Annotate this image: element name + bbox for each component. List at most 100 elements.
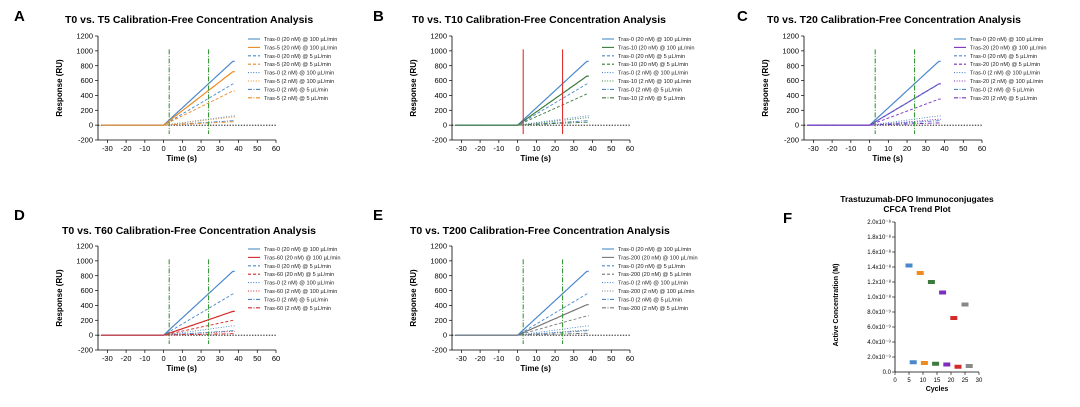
x-tick-label: -30 xyxy=(456,144,467,153)
y-tick-label: 1.6x10⁻⁸ xyxy=(867,249,891,256)
y-tick-label: 200 xyxy=(786,106,799,115)
y-tick-label: -200 xyxy=(784,136,799,145)
series-line-8 xyxy=(455,332,589,336)
y-tick-label: -200 xyxy=(78,346,93,355)
x-tick-label: 20 xyxy=(948,378,955,384)
y-tick-label: 400 xyxy=(80,301,93,310)
legend-entry-5: Tras-0 (2 nM) @ 100 µL/min xyxy=(618,281,688,287)
x-tick-label: 40 xyxy=(940,144,948,153)
series-line-1 xyxy=(455,60,589,126)
y-tick-label: 0.0 xyxy=(883,370,892,376)
y-tick-label: -200 xyxy=(78,136,93,145)
y-tick-label: 400 xyxy=(434,301,447,310)
y-tick-label: 1200 xyxy=(76,32,93,41)
legend-entry-1: Tras-0 (20 nM) @ 100 µL/min xyxy=(264,247,337,253)
x-tick-label: -30 xyxy=(102,354,113,363)
scatter-point-2 xyxy=(909,360,917,365)
legend-entry-4: Tras-20 (20 nM) @ 5 µL/min xyxy=(970,62,1040,68)
y-tick-label: 600 xyxy=(434,286,447,295)
y-tick-label: 200 xyxy=(80,316,93,325)
series-line-3 xyxy=(101,293,235,336)
x-tick-label: -30 xyxy=(102,144,113,153)
series-line-3 xyxy=(807,83,941,126)
y-tick-label: 1000 xyxy=(430,46,447,55)
legend-entry-7: Tras-0 (2 nM) @ 5 µL/min xyxy=(618,297,682,303)
panel-e: E T0 vs. T200 Calibration-Free Concentrat… xyxy=(373,207,698,373)
scatter-point-6 xyxy=(932,361,940,366)
x-tick-label: -10 xyxy=(493,354,504,363)
y-tick-label: 600 xyxy=(80,286,93,295)
y-tick-label: 8.0x10⁻⁹ xyxy=(867,309,891,316)
x-tick-label: 60 xyxy=(626,354,634,363)
x-tick-label: 10 xyxy=(884,144,892,153)
x-tick-label: -10 xyxy=(139,144,150,153)
legend-entry-5: Tras-0 (2 nM) @ 100 µL/min xyxy=(264,281,334,287)
legend-entry-2: Tras-5 (20 nM) @ 100 µL/min xyxy=(264,45,337,51)
x-tick-label: -10 xyxy=(493,144,504,153)
panel-d: D T0 vs. T60 Calibration-Free Concentrati… xyxy=(14,207,340,373)
series-line-8 xyxy=(101,121,235,126)
y-tick-label: 200 xyxy=(434,316,447,325)
series-line-2 xyxy=(455,75,589,126)
legend-entry-1: Tras-0 (20 nM) @ 100 µL/min xyxy=(618,247,691,253)
x-tick-label: 30 xyxy=(216,144,224,153)
panel-label: F xyxy=(783,210,792,227)
legend-entry-3: Tras-0 (20 nM) @ 5 µL/min xyxy=(618,264,685,270)
y-tick-label: 1200 xyxy=(782,32,799,41)
x-axis-label: Cycles xyxy=(926,386,949,393)
legend-entry-3: Tras-0 (20 nM) @ 5 µL/min xyxy=(618,54,685,60)
panel-label: E xyxy=(373,207,383,224)
x-tick-label: 60 xyxy=(272,144,280,153)
y-axis-label: Response (RU) xyxy=(761,59,770,117)
panel-label: B xyxy=(373,8,384,25)
x-tick-label: -30 xyxy=(808,144,819,153)
legend-entry-1: Tras-0 (20 nM) @ 100 µL/min xyxy=(264,37,337,43)
x-tick-label: 40 xyxy=(588,354,596,363)
legend-entry-8: Tras-60 (2 nM) @ 5 µL/min xyxy=(264,306,331,312)
x-tick-label: 30 xyxy=(570,144,578,153)
x-axis-label: Time (s) xyxy=(872,154,903,163)
x-tick-label: 10 xyxy=(532,354,540,363)
series-line-1 xyxy=(101,60,235,126)
legend-entry-4: Tras-5 (20 nM) @ 5 µL/min xyxy=(264,62,331,68)
y-tick-label: 1000 xyxy=(76,46,93,55)
legend-entry-2: Tras-10 (20 nM) @ 100 µL/min xyxy=(618,45,694,51)
scatter-point-4 xyxy=(920,361,928,365)
x-tick-label: 50 xyxy=(959,144,967,153)
x-tick-label: 40 xyxy=(234,354,242,363)
legend-entry-3: Tras-0 (20 nM) @ 5 µL/min xyxy=(264,264,331,270)
scatter-point-7 xyxy=(939,290,947,295)
legend-entry-8: Tras-200 (2 nM) @ 5 µL/min xyxy=(618,306,688,312)
y-axis-label: Response (RU) xyxy=(55,59,64,117)
x-tick-label: -10 xyxy=(845,144,856,153)
y-tick-label: 1200 xyxy=(430,32,447,41)
x-tick-label: 10 xyxy=(532,144,540,153)
x-tick-label: 60 xyxy=(978,144,986,153)
x-tick-label: 60 xyxy=(626,144,634,153)
scatter-point-9 xyxy=(950,316,958,320)
y-tick-label: 0 xyxy=(89,331,93,340)
legend-entry-7: Tras-0 (2 nM) @ 5 µL/min xyxy=(264,297,328,303)
x-tick-label: 50 xyxy=(607,144,615,153)
legend-entry-6: Tras-60 (2 nM) @ 100 µL/min xyxy=(264,289,337,295)
chart-title: T0 vs. T200 Calibration-Free Concentrati… xyxy=(410,225,670,237)
y-tick-label: 200 xyxy=(434,106,447,115)
legend-entry-1: Tras-0 (20 nM) @ 100 µL/min xyxy=(618,37,691,43)
panel-b: B T0 vs. T10 Calibration-Free Concentrati… xyxy=(373,8,694,163)
scatter-point-8 xyxy=(943,362,951,367)
scatter-point-3 xyxy=(916,271,924,275)
x-axis-label: Time (s) xyxy=(520,364,551,373)
y-tick-label: 800 xyxy=(80,61,93,70)
series-line-1 xyxy=(807,60,941,126)
x-tick-label: -20 xyxy=(475,144,486,153)
x-tick-label: 20 xyxy=(551,144,559,153)
series-line-8 xyxy=(807,122,941,126)
legend-entry-2: Tras-60 (20 nM) @ 100 µL/min xyxy=(264,255,340,261)
x-tick-label: 30 xyxy=(922,144,930,153)
y-tick-label: 0 xyxy=(795,121,799,130)
x-tick-label: 30 xyxy=(570,354,578,363)
y-axis-label: Active Concentration (M) xyxy=(833,264,840,347)
y-tick-label: 800 xyxy=(80,271,93,280)
legend-entry-3: Tras-0 (20 nM) @ 5 µL/min xyxy=(970,54,1037,60)
chart-title: Trastuzumab-DFO Immunoconjugates xyxy=(840,194,994,204)
